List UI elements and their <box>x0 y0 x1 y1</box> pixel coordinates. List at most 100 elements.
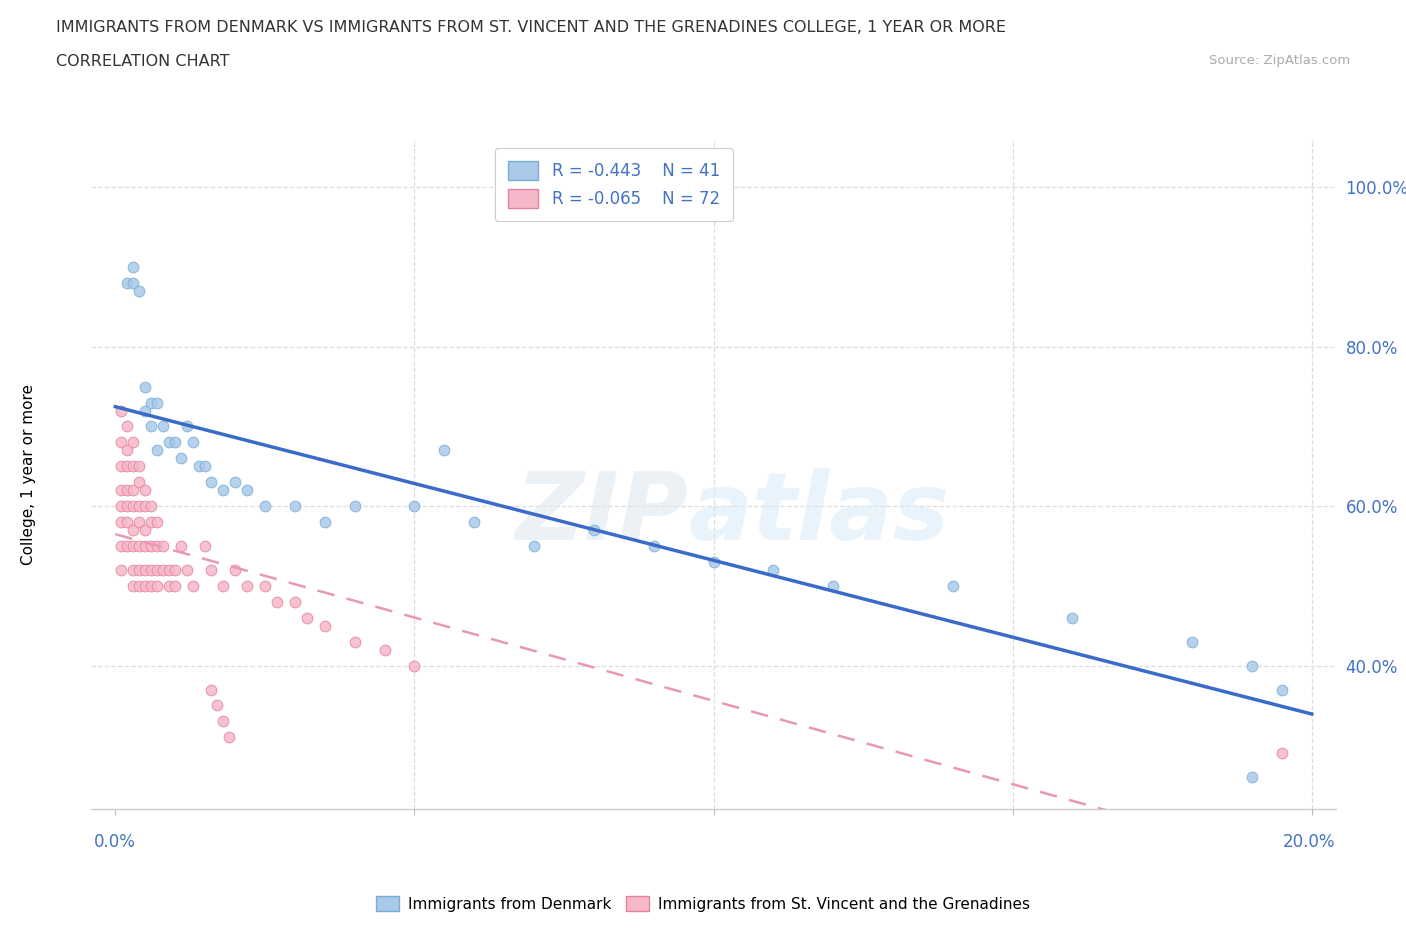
Point <box>1240 770 1263 785</box>
Text: CORRELATION CHART: CORRELATION CHART <box>56 54 229 69</box>
Point <box>373 643 395 658</box>
Point <box>134 498 156 513</box>
Point <box>152 538 174 553</box>
Point <box>200 563 222 578</box>
Legend: R = -0.443    N = 41, R = -0.065    N = 72: R = -0.443 N = 41, R = -0.065 N = 72 <box>495 148 733 221</box>
Point <box>157 578 180 593</box>
Point <box>110 435 132 450</box>
Point <box>134 578 156 593</box>
Point <box>236 483 259 498</box>
Point <box>170 538 193 553</box>
Point <box>128 458 150 473</box>
Point <box>122 498 145 513</box>
Text: Source: ZipAtlas.com: Source: ZipAtlas.com <box>1209 54 1350 67</box>
Point <box>122 578 145 593</box>
Point <box>194 538 217 553</box>
Point <box>122 538 145 553</box>
Point <box>1062 610 1084 625</box>
Legend: Immigrants from Denmark, Immigrants from St. Vincent and the Grenadines: Immigrants from Denmark, Immigrants from… <box>370 889 1036 918</box>
Point <box>205 698 228 713</box>
Text: ZIP: ZIP <box>516 469 689 561</box>
Text: IMMIGRANTS FROM DENMARK VS IMMIGRANTS FROM ST. VINCENT AND THE GRENADINES COLLEG: IMMIGRANTS FROM DENMARK VS IMMIGRANTS FR… <box>56 20 1007 35</box>
Point <box>212 578 235 593</box>
Point <box>122 483 145 498</box>
Point <box>236 578 259 593</box>
Point <box>1271 682 1294 697</box>
Point <box>165 563 187 578</box>
Point <box>110 498 132 513</box>
Point <box>141 514 163 529</box>
Point <box>343 498 366 513</box>
Point <box>165 435 187 450</box>
Point <box>146 538 169 553</box>
Point <box>128 538 150 553</box>
Point <box>128 475 150 490</box>
Text: College, 1 year or more: College, 1 year or more <box>21 384 35 565</box>
Point <box>295 610 318 625</box>
Point <box>141 538 163 553</box>
Point <box>134 523 156 538</box>
Point <box>314 514 336 529</box>
Point <box>122 563 145 578</box>
Point <box>176 419 198 434</box>
Point <box>141 395 163 410</box>
Point <box>141 498 163 513</box>
Point <box>134 379 156 394</box>
Point <box>117 458 139 473</box>
Point <box>110 538 132 553</box>
Point <box>146 563 169 578</box>
Point <box>117 538 139 553</box>
Point <box>188 458 211 473</box>
Point <box>157 435 180 450</box>
Point <box>146 395 169 410</box>
Point <box>253 498 276 513</box>
Point <box>157 563 180 578</box>
Point <box>146 443 169 458</box>
Point <box>152 563 174 578</box>
Point <box>128 563 150 578</box>
Point <box>134 563 156 578</box>
Point <box>200 475 222 490</box>
Point <box>122 435 145 450</box>
Point <box>170 451 193 466</box>
Point <box>134 483 156 498</box>
Point <box>463 514 485 529</box>
Point <box>194 458 217 473</box>
Point <box>284 498 307 513</box>
Point <box>404 498 426 513</box>
Point <box>1181 634 1204 649</box>
Point <box>176 563 198 578</box>
Point <box>165 578 187 593</box>
Point <box>152 419 174 434</box>
Point <box>134 403 156 418</box>
Point <box>212 714 235 729</box>
Point <box>266 594 288 609</box>
Text: atlas: atlas <box>689 469 950 561</box>
Point <box>181 435 204 450</box>
Text: 0.0%: 0.0% <box>94 832 136 851</box>
Point <box>1240 658 1263 673</box>
Point <box>117 514 139 529</box>
Point <box>110 403 132 418</box>
Point <box>122 275 145 290</box>
Point <box>433 443 456 458</box>
Point <box>181 578 204 593</box>
Point <box>146 514 169 529</box>
Point <box>218 730 240 745</box>
Point <box>110 514 132 529</box>
Point <box>122 523 145 538</box>
Point <box>117 419 139 434</box>
Point <box>117 275 139 290</box>
Point <box>122 259 145 274</box>
Point <box>823 578 845 593</box>
Point <box>122 458 145 473</box>
Point <box>212 483 235 498</box>
Point <box>1271 746 1294 761</box>
Point <box>253 578 276 593</box>
Point <box>141 563 163 578</box>
Point <box>128 578 150 593</box>
Point <box>146 578 169 593</box>
Point <box>128 514 150 529</box>
Point <box>762 563 785 578</box>
Point <box>110 563 132 578</box>
